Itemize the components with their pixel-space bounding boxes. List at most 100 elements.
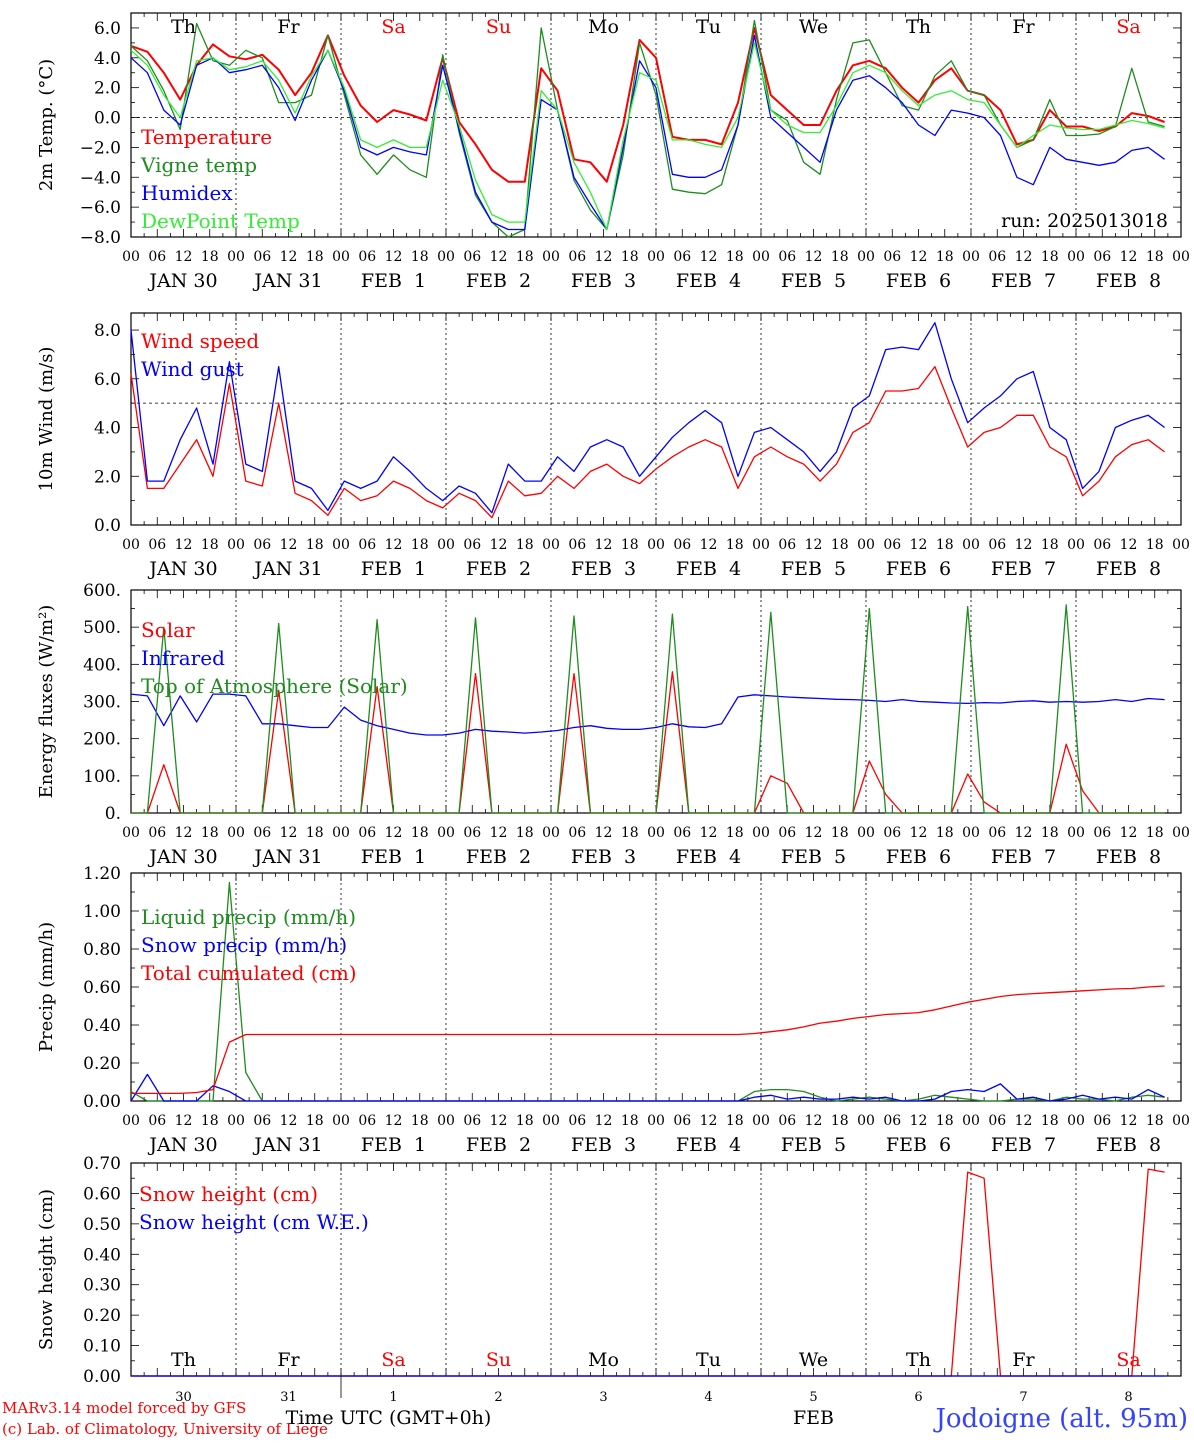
hour-tick-label: 18 (411, 537, 429, 553)
date-label: JAN 31 (252, 270, 322, 292)
date-label: FEB 5 (781, 846, 846, 868)
hour-tick-label: 06 (883, 537, 901, 553)
hour-tick-label: 12 (910, 537, 928, 553)
hour-tick-label: 00 (647, 1113, 665, 1129)
hour-tick-label: 18 (726, 537, 744, 553)
legend-entry: DewPoint Temp (141, 209, 300, 233)
day-name-label: Su (486, 16, 511, 38)
hour-tick-label: 18 (1041, 1113, 1059, 1129)
hour-tick-label: 12 (805, 537, 823, 553)
date-label: JAN 30 (147, 558, 217, 580)
date-label: JAN 31 (252, 1134, 322, 1156)
hour-tick-label: 00 (647, 537, 665, 553)
date-label: JAN 31 (252, 846, 322, 868)
hour-tick-label: 06 (1093, 825, 1111, 841)
hour-tick-label: 18 (831, 825, 849, 841)
legend-entry: Vigne temp (140, 153, 257, 177)
y-axis-label: Snow height (cm) (36, 1189, 57, 1350)
hour-tick-label: 06 (148, 1113, 166, 1129)
y-tick-label: 0.80 (83, 940, 121, 960)
y-tick-label: 200. (83, 730, 121, 750)
hour-tick-label: 06 (148, 249, 166, 265)
hour-tick-label: 00 (437, 825, 455, 841)
hour-tick-label: 00 (1067, 825, 1085, 841)
hour-tick-label: 12 (1015, 249, 1033, 265)
hour-tick-label: 18 (726, 1113, 744, 1129)
date-label: JAN 30 (147, 1134, 217, 1156)
day-number-label: 31 (280, 1390, 297, 1405)
hour-tick-label: 18 (306, 537, 324, 553)
hour-tick-label: 12 (175, 249, 193, 265)
hour-tick-label: 06 (148, 537, 166, 553)
date-label: FEB 3 (571, 558, 636, 580)
hour-tick-label: 12 (175, 825, 193, 841)
hour-tick-label: 06 (988, 249, 1006, 265)
date-label: FEB 2 (466, 558, 531, 580)
legend-entry: Temperature (141, 125, 272, 149)
date-label: FEB 3 (571, 1134, 636, 1156)
y-tick-label: 6.0 (94, 370, 121, 390)
hour-tick-label: 12 (700, 825, 718, 841)
hour-tick-label: 18 (306, 1113, 324, 1129)
y-tick-label: −4.0 (80, 168, 121, 188)
day-name-label: Sa (1116, 16, 1140, 38)
day-number-label: 5 (809, 1390, 817, 1405)
hour-tick-label: 18 (516, 249, 534, 265)
y-tick-label: 1.00 (83, 902, 121, 922)
y-tick-label: 2.0 (94, 467, 121, 487)
date-label: FEB 4 (676, 846, 741, 868)
day-name-label: Th (906, 1349, 931, 1371)
date-label: FEB 5 (781, 270, 846, 292)
hour-tick-label: 06 (673, 1113, 691, 1129)
y-tick-label: 0.30 (83, 1276, 121, 1296)
date-label: FEB 8 (1096, 846, 1161, 868)
series-line (130, 322, 1165, 514)
y-tick-label: 0.50 (83, 1215, 121, 1235)
series-line (130, 34, 1165, 231)
hour-tick-label: 18 (936, 537, 954, 553)
hour-tick-label: 18 (1146, 825, 1164, 841)
y-tick-label: 0.40 (83, 1245, 121, 1265)
hour-tick-label: 12 (1015, 1113, 1033, 1129)
day-name-label: Th (171, 1349, 196, 1371)
hour-tick-label: 12 (1120, 249, 1138, 265)
hour-tick-label: 06 (148, 825, 166, 841)
day-name-label: Tu (696, 1349, 721, 1371)
hour-tick-label: 06 (1093, 537, 1111, 553)
hour-tick-label: 06 (358, 825, 376, 841)
date-label: FEB 8 (1096, 1134, 1161, 1156)
y-tick-label: 0.00 (83, 1092, 121, 1112)
hour-tick-label: 00 (857, 537, 875, 553)
hour-tick-label: 06 (883, 249, 901, 265)
hour-tick-label: 18 (1041, 537, 1059, 553)
hour-tick-label: 18 (516, 1113, 534, 1129)
hour-tick-label: 18 (1041, 249, 1059, 265)
hour-tick-label: 12 (385, 1113, 403, 1129)
hour-tick-label: 06 (463, 249, 481, 265)
hour-tick-label: 00 (752, 825, 770, 841)
hour-tick-label: 06 (253, 249, 271, 265)
hour-tick-label: 00 (437, 249, 455, 265)
x-axis-title: Time UTC (GMT+0h) (286, 1407, 492, 1429)
hour-tick-label: 12 (1120, 825, 1138, 841)
hour-tick-label: 00 (857, 1113, 875, 1129)
hour-tick-label: 12 (175, 537, 193, 553)
y-tick-label: 0.20 (83, 1054, 121, 1074)
hour-tick-label: 18 (516, 825, 534, 841)
hour-tick-label: 00 (542, 249, 560, 265)
day-name-label: Fr (277, 1349, 300, 1371)
hour-tick-label: 00 (647, 825, 665, 841)
y-tick-label: −6.0 (80, 198, 121, 218)
hour-tick-label: 00 (122, 537, 140, 553)
date-label: JAN 31 (252, 558, 322, 580)
hour-tick-label: 18 (1146, 249, 1164, 265)
hour-tick-label: 00 (857, 825, 875, 841)
y-tick-label: 0.10 (83, 1337, 121, 1357)
y-tick-label: 4.0 (94, 419, 121, 439)
hour-tick-label: 18 (936, 249, 954, 265)
hour-tick-label: 12 (385, 825, 403, 841)
hour-tick-label: 06 (988, 537, 1006, 553)
y-axis-label: Energy fluxes (W/m²) (36, 605, 57, 799)
day-number-label: 1 (389, 1390, 397, 1405)
